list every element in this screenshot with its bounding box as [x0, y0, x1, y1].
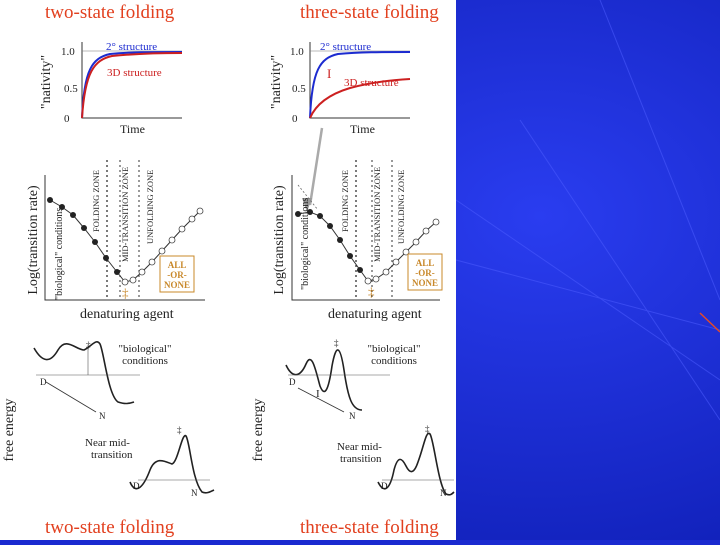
landscape-bio-right [285, 349, 363, 411]
state-d-bio-right: D [289, 377, 296, 387]
chevron-xlabel: denaturing agent [80, 307, 174, 322]
red-accent-streak [699, 312, 720, 333]
energy-ylabel: free energy [2, 398, 17, 461]
decorative-light-streaks [455, 0, 720, 421]
bio-label-1-right: "biological" [368, 343, 421, 355]
nativity-plot-right: "nativity" 1.0 0.5 0 2° structure 3D str… [269, 41, 411, 136]
label-secondary-structure: 2° structure [106, 41, 157, 53]
title-right-top: three-state folding [300, 2, 439, 23]
box-line-all: ALL [168, 260, 187, 270]
bio-conditions: "biological" conditions [54, 208, 65, 300]
zone-folding: FOLDING ZONE [91, 170, 101, 232]
tick-0-5: 0.5 [64, 83, 78, 95]
ts-mid: ‡ [177, 425, 182, 435]
box-line-all-right: ALL [416, 258, 435, 268]
state-n-bio-right: N [349, 411, 356, 421]
curve-tertiary [81, 52, 183, 119]
energy-plots-right: free energy D I N ‡ "biological" conditi… [251, 338, 455, 498]
title-left-top: two-state folding [45, 2, 175, 23]
state-d-bio: D [40, 377, 47, 387]
zone-mid-transition: MID-TRANSITION ZONE [120, 167, 130, 262]
chevron-ylabel: Log(transition rate) [26, 185, 41, 295]
ts-mid-right: ‡ [425, 424, 430, 434]
zone-mid-transition-right: MID-TRANSITION ZONE [372, 167, 382, 262]
bio-label-2-right: conditions [371, 355, 417, 367]
nativity-ylabel-right: "nativity" [269, 55, 284, 109]
tick-1-0: 1.0 [61, 46, 75, 58]
chevron-points-folding-right [295, 209, 363, 273]
zone-folding-right: FOLDING ZONE [340, 170, 350, 232]
gray-connector-arrow [302, 127, 324, 212]
state-d-mid: D [133, 481, 140, 491]
zone-unfolding: UNFOLDING ZONE [145, 170, 155, 244]
curve-secondary [81, 51, 183, 119]
title-right-bottom: three-state folding [300, 517, 439, 538]
label-secondary-structure-right: 2° structure [320, 41, 371, 53]
tick-1-0-right: 1.0 [290, 46, 304, 58]
chevron-axes-right [291, 175, 440, 301]
title-left-bottom: two-state folding [45, 517, 175, 538]
mid-label-1-right: Near mid- [337, 441, 382, 453]
label-3d-structure-right: 3D structure [344, 77, 399, 89]
state-n-mid-right: N [440, 488, 447, 498]
chevron-axes [44, 175, 205, 301]
landscape-mid [129, 435, 215, 494]
landscape-bio [33, 341, 135, 405]
mid-label-2: transition [91, 449, 133, 461]
curve-tertiary-right [309, 78, 411, 119]
tick-0-right: 0 [292, 113, 298, 125]
box-line-or-right: -OR- [415, 268, 435, 278]
state-i-bio-right: I [316, 388, 320, 400]
label-3d-structure: 3D structure [107, 67, 162, 79]
landscape-mid-right [377, 432, 455, 496]
tick-0: 0 [64, 113, 70, 125]
nativity-plot-left: "nativity" 1.0 0.5 0 2° structure 3D str… [39, 41, 183, 136]
mid-label-2-right: transition [340, 453, 382, 465]
chevron-plot-right: Log(transition rate) FOLDING ZONE MID-TR… [272, 160, 443, 322]
all-or-none-box [159, 255, 195, 293]
folding-figure: two-state folding three-state folding tw… [2, 2, 455, 538]
figure-panel: two-state folding three-state folding tw… [0, 0, 456, 540]
mid-label-1: Near mid- [85, 437, 130, 449]
dotted-guide [297, 184, 319, 211]
all-or-none-box-right [407, 253, 443, 291]
tick-0-5-right: 0.5 [292, 83, 306, 95]
nativity-ylabel: "nativity" [39, 55, 54, 109]
ts-mark-right: ‡ [368, 284, 375, 299]
ts-bio: ‡ [86, 340, 91, 350]
chevron-plot-left: Log(transition rate) FOLDING ZONE MID-TR… [26, 160, 205, 322]
zone-unfolding-right: UNFOLDING ZONE [396, 170, 406, 244]
chevron-points-folding [47, 197, 120, 275]
state-n-bio: N [99, 411, 106, 421]
energy-ylabel-right: free energy [251, 398, 266, 461]
bio-conditions-right: "biological" conditions [300, 198, 311, 290]
box-line-or: -OR- [167, 270, 187, 280]
xlabel-time-right: Time [350, 122, 375, 136]
state-d-mid-right: D [381, 481, 388, 491]
bio-label-2: conditions [122, 355, 168, 367]
chevron-curve [49, 199, 201, 283]
energy-plots-left: free energy D N ‡ "biological" condition… [2, 340, 215, 498]
curve-secondary-right [309, 51, 411, 119]
ts-mark: ‡ [122, 285, 129, 300]
chevron-xlabel-right: denaturing agent [328, 307, 422, 322]
bio-d-to-n-arrow-right [297, 387, 345, 413]
chevron-points-unfolding-right [364, 218, 440, 285]
chevron-points-unfolding [121, 207, 204, 286]
bio-d-to-n-arrow [45, 381, 97, 413]
box-line-none: NONE [164, 280, 190, 290]
ts-bio-right: ‡ [334, 338, 339, 348]
xlabel-time: Time [120, 122, 145, 136]
bio-label-1: "biological" [119, 343, 172, 355]
intermediate-marker: I [327, 66, 331, 81]
state-n-mid: N [191, 488, 198, 498]
chevron-ylabel-right: Log(transition rate) [272, 185, 287, 295]
box-line-none-right: NONE [412, 278, 438, 288]
